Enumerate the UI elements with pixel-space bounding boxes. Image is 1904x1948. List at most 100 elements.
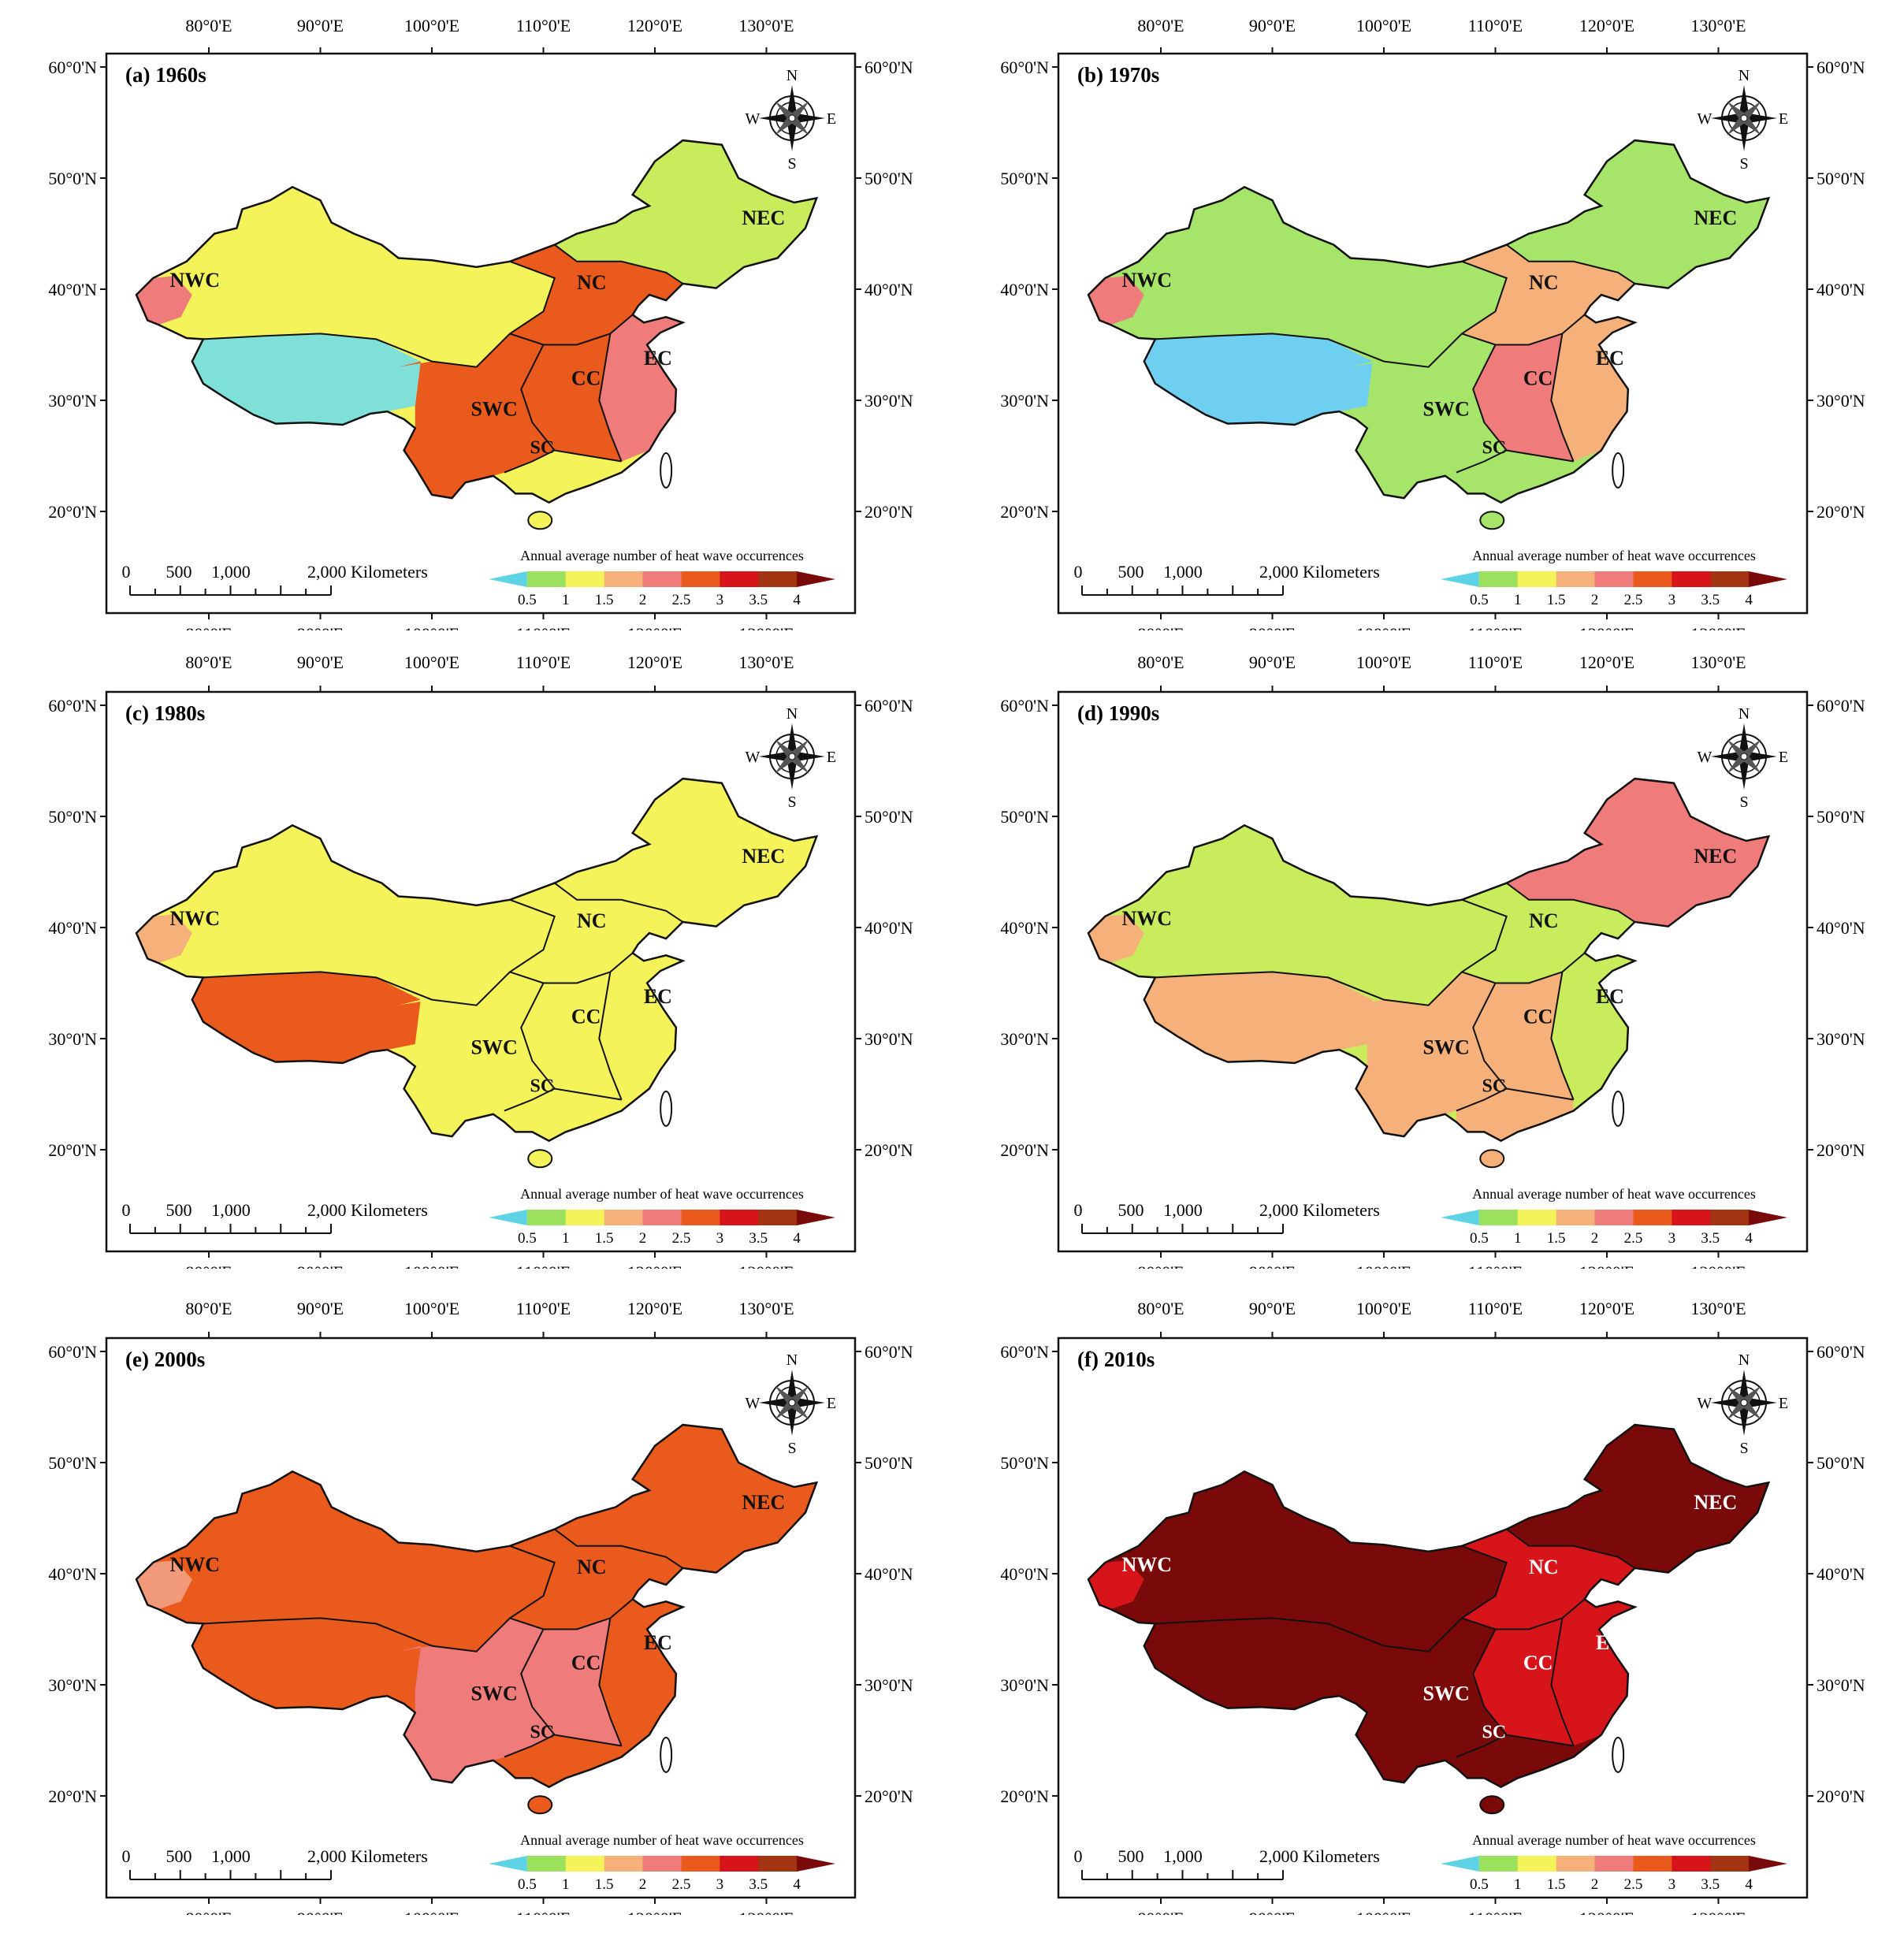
region-boundary (1456, 1734, 1574, 1758)
scale-bar-label: 500 (166, 562, 192, 582)
compass-east: E (1779, 749, 1788, 766)
compass-south: S (787, 1440, 796, 1457)
lon-label-top: 120°0'E (1579, 16, 1634, 35)
legend-tick-label: 3 (1668, 1230, 1676, 1247)
legend-tick-label: 2 (639, 592, 647, 608)
compass-south: S (787, 155, 796, 173)
lon-label-top: 100°0'E (404, 652, 459, 672)
lon-label-bottom: 90°0'E (1249, 624, 1296, 630)
compass-east: E (827, 749, 836, 766)
lon-label-bottom: 100°0'E (1356, 1909, 1411, 1915)
legend-title: Annual average number of heat wave occur… (520, 1186, 804, 1202)
legend-tick-label: 3.5 (749, 1230, 768, 1247)
hainan-island (1479, 1795, 1505, 1815)
legend-swatch (1633, 1856, 1672, 1872)
region-fill-sc (1456, 1088, 1574, 1141)
compass-west: W (746, 110, 760, 128)
legend-tick-label: 1 (562, 1876, 570, 1893)
scale-bar-label: 500 (1118, 562, 1144, 582)
region-fill-tibet (1144, 972, 1373, 1063)
legend-tick-label: 3.5 (1701, 1230, 1720, 1247)
lat-label-left: 40°0'N (1000, 1564, 1049, 1584)
region-label-nec: NEC (1694, 845, 1737, 868)
lat-label-left: 50°0'N (48, 169, 97, 188)
legend-swatch (489, 1210, 527, 1225)
region-boundary (1155, 898, 1508, 1006)
region-boundary (1461, 1598, 1586, 1630)
scale-bar-label: 1,000 (1163, 1846, 1203, 1866)
region-fill-cc (1473, 1618, 1574, 1746)
country-outline (135, 139, 819, 504)
legend-swatch (681, 1856, 720, 1872)
lon-label-bottom: 110°0'E (516, 1909, 571, 1915)
hainan-island (527, 1149, 553, 1169)
scale-bar-end-label: 2,000 Kilometers (307, 1846, 428, 1866)
lat-label-right: 50°0'N (865, 807, 913, 827)
heat-wave-raster (1088, 779, 1769, 1141)
region-label-sc: SC (530, 438, 555, 459)
legend-swatch (720, 1210, 759, 1225)
legend-tick-label: 4 (1745, 1876, 1753, 1893)
map-svg: 80°0'E80°0'E90°0'E90°0'E100°0'E100°0'E11… (48, 652, 913, 1269)
region-label-nwc: NWC (169, 907, 220, 930)
legend-tick-label: 3.5 (1701, 592, 1720, 608)
region-label-cc: CC (1523, 1651, 1553, 1674)
lon-label-bottom: 100°0'E (404, 1262, 459, 1269)
legend-tick-label: 0.5 (1470, 592, 1489, 608)
region-boundary (509, 1598, 634, 1630)
lat-label-right: 20°0'N (1817, 1140, 1865, 1160)
lat-label-left: 20°0'N (1000, 1140, 1049, 1160)
scale-bar-label: 1,000 (211, 1846, 251, 1866)
compass-east: E (1779, 110, 1788, 128)
map-panel-2000s: 80°0'E80°0'E90°0'E90°0'E100°0'E100°0'E11… (0, 1284, 952, 1915)
region-boundary (1155, 1545, 1508, 1652)
heat-wave-raster (136, 1425, 817, 1787)
lon-label-bottom: 130°0'E (1690, 624, 1746, 630)
region-boundary (203, 898, 556, 1006)
region-label-nec: NEC (742, 1491, 785, 1514)
region-fill-nec (554, 779, 817, 927)
heat-wave-raster (1088, 1425, 1769, 1787)
compass-west: W (1698, 749, 1712, 766)
region-boundary (1155, 260, 1508, 368)
color-legend: Annual average number of heat wave occur… (1441, 1832, 1787, 1893)
region-fill-ec (599, 314, 683, 462)
map-svg: 80°0'E80°0'E90°0'E90°0'E100°0'E100°0'E11… (1000, 16, 1865, 630)
region-fill-sc (504, 1088, 622, 1141)
legend-swatch (1672, 1856, 1711, 1872)
region-boundary (598, 333, 623, 462)
legend-swatch (1556, 571, 1596, 587)
color-legend: Annual average number of heat wave occur… (489, 548, 835, 608)
legend-swatch (1710, 571, 1750, 587)
legend-swatch (1517, 1856, 1557, 1872)
panel-title: (c) 1980s (125, 701, 205, 725)
legend-swatch (1478, 1210, 1519, 1225)
lat-label-right: 50°0'N (1817, 169, 1865, 188)
legend-tick-label: 1.5 (595, 1876, 614, 1893)
region-label-sc: SC (1482, 438, 1507, 459)
legend-tick-label: 2.5 (672, 1876, 691, 1893)
lat-label-right: 20°0'N (865, 1786, 913, 1806)
lon-label-bottom: 130°0'E (738, 624, 794, 630)
legend-tick-label: 2.5 (1624, 1230, 1643, 1247)
region-fill-nwc-west (1088, 276, 1144, 325)
region-fill-cc (1473, 972, 1574, 1100)
region-fill-cc (1473, 333, 1574, 462)
lat-label-left: 60°0'N (1000, 1342, 1049, 1362)
scale-bar-label: 0 (122, 1846, 131, 1866)
lat-label-left: 30°0'N (48, 1675, 97, 1695)
lat-label-right: 20°0'N (1817, 1786, 1865, 1806)
legend-title: Annual average number of heat wave occur… (1472, 1832, 1756, 1848)
lat-label-left: 60°0'N (1000, 696, 1049, 716)
legend-swatch (681, 1210, 720, 1225)
lat-label-right: 50°0'N (1817, 1453, 1865, 1473)
region-fill-nwc (1088, 187, 1507, 367)
legend-swatch (1710, 1210, 1750, 1225)
legend-tick-label: 1 (1514, 1876, 1522, 1893)
legend-title: Annual average number of heat wave occur… (520, 548, 804, 563)
scale-bar-label: 0 (1074, 562, 1083, 582)
legend-tick-label: 4 (1745, 1230, 1753, 1247)
lat-label-right: 30°0'N (865, 1675, 913, 1695)
lon-label-top: 110°0'E (1468, 1299, 1523, 1318)
region-fill-nec (1506, 140, 1769, 288)
